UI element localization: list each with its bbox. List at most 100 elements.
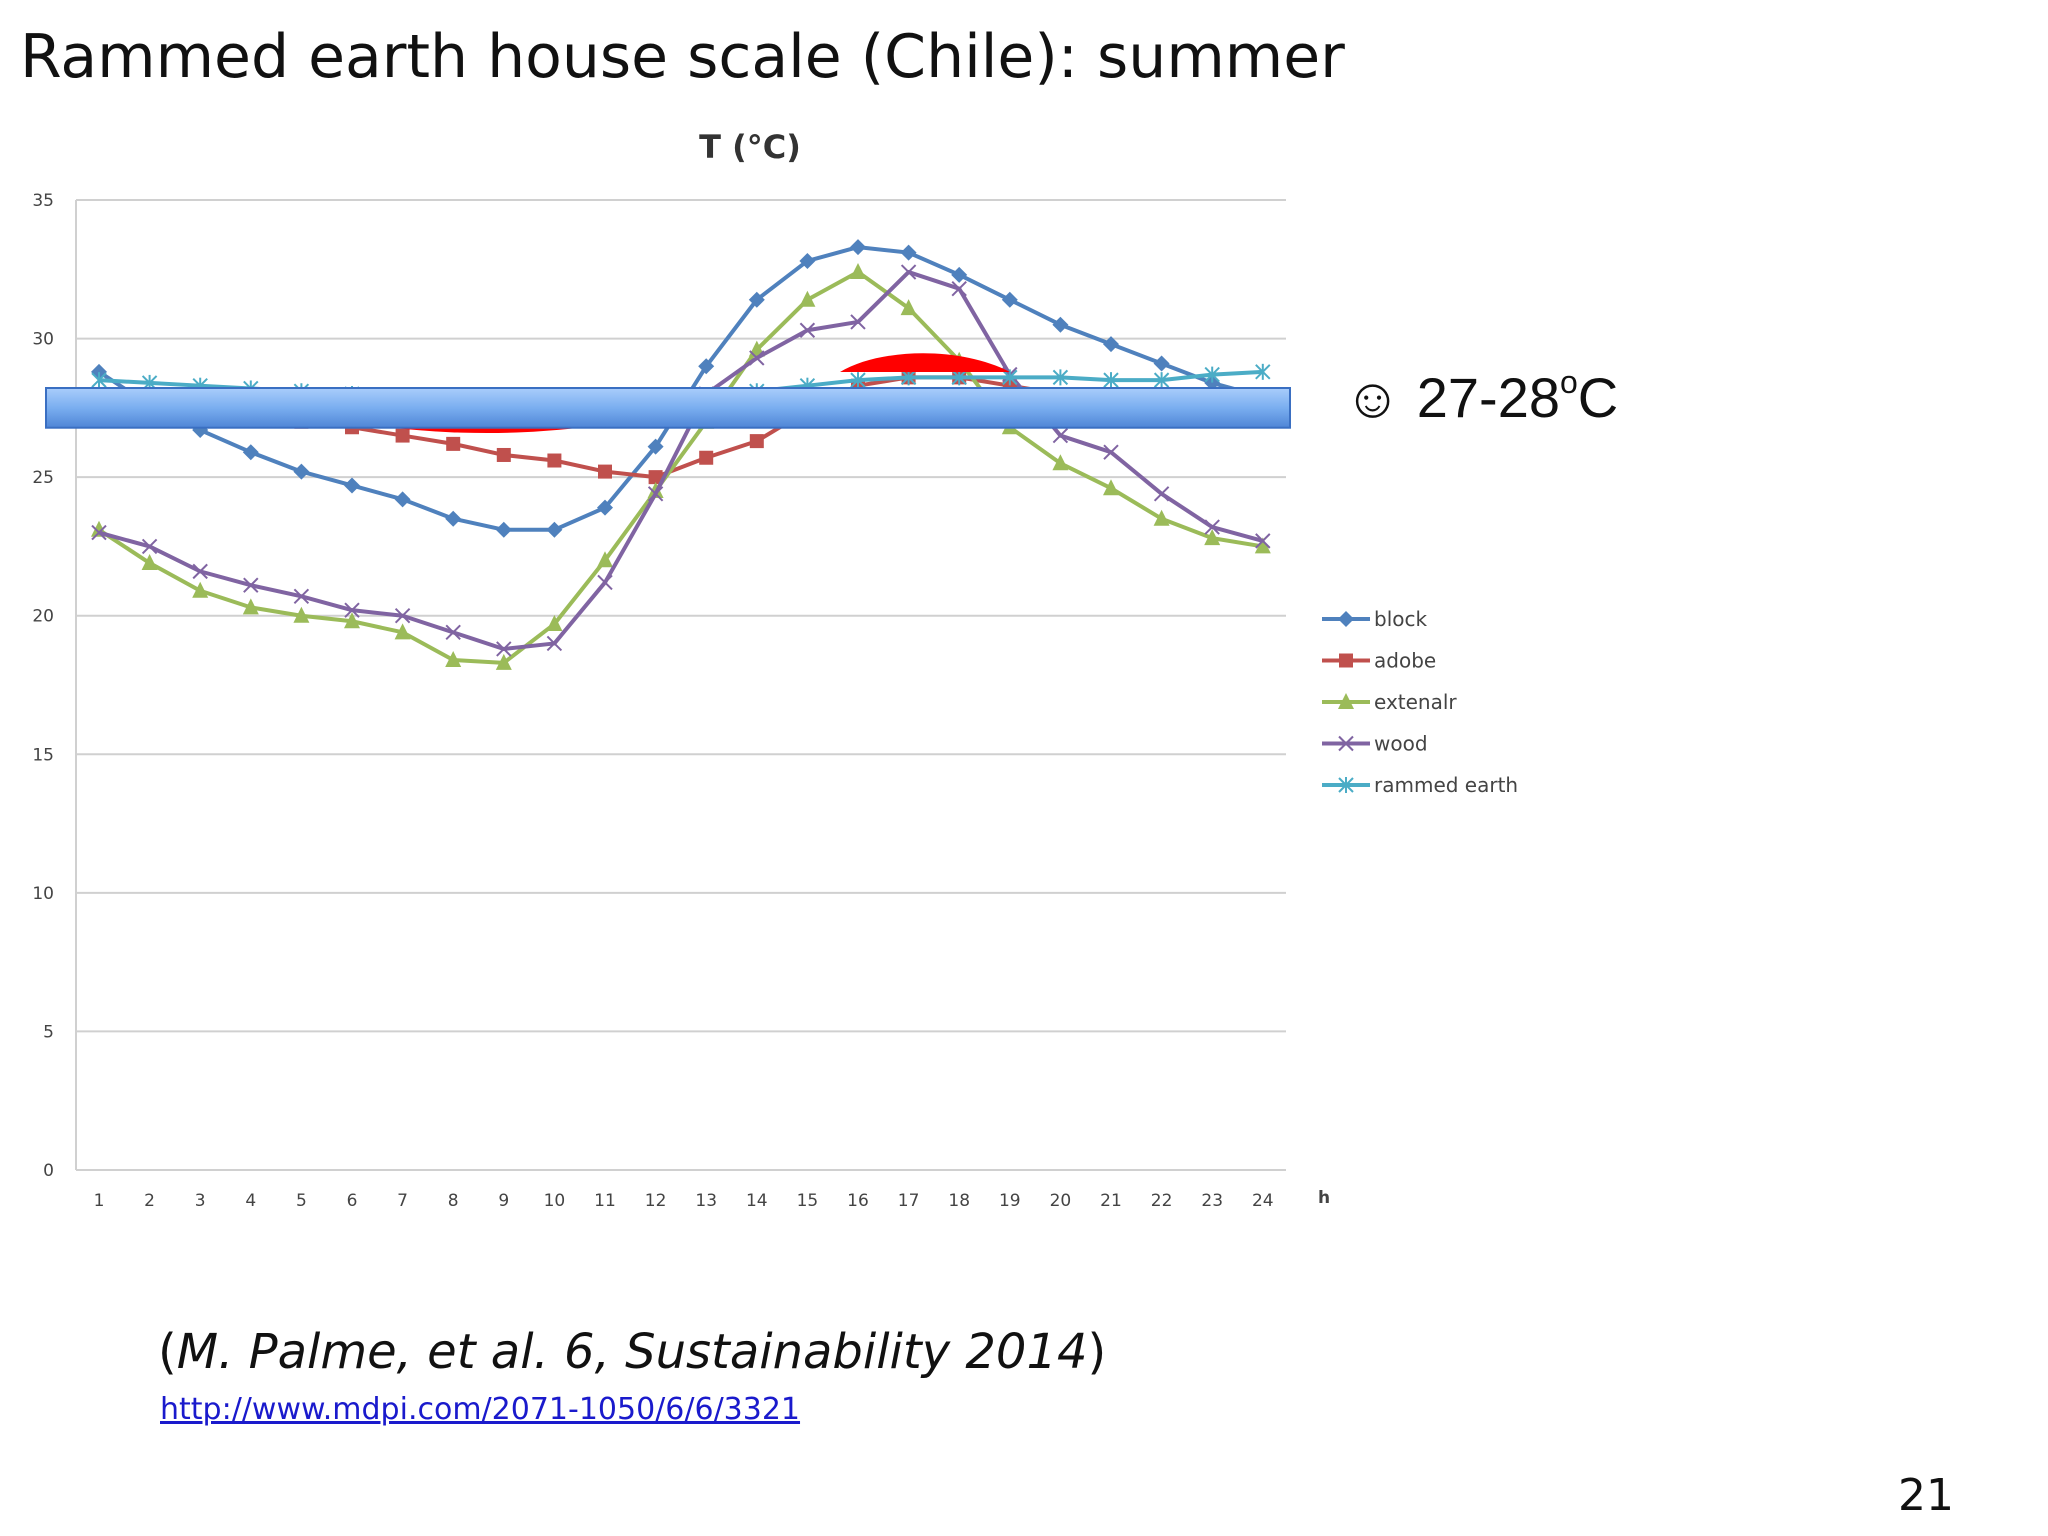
data-point-extenalr-9: [495, 653, 512, 670]
y-tick-label-20: 20: [32, 607, 54, 627]
data-point-extenalr-22: [1153, 509, 1170, 526]
data-point-wood-8: [445, 624, 461, 641]
x-tick-label-22: 22: [1151, 1191, 1173, 1211]
data-point-extenalr-5: [293, 606, 310, 623]
comfort-unit: C: [1577, 366, 1619, 429]
data-point-block-16: [850, 239, 866, 256]
data-point-wood-6: [344, 602, 360, 618]
x-tick-label-16: 16: [847, 1191, 869, 1211]
legend-label-block: block: [1374, 607, 1427, 631]
citation-link[interactable]: http://www.mdpi.com/2071-1050/6/6/3321: [160, 1392, 801, 1427]
data-point-rammed-earth-20: [1052, 369, 1069, 386]
red-highlight-right: [840, 353, 1010, 372]
data-point-wood-17: [900, 264, 917, 280]
series-line-wood: [98, 270, 1264, 651]
x-tick-label-1: 1: [94, 1191, 105, 1211]
legend-label-wood: wood: [1374, 732, 1428, 756]
data-point-adobe-12: [648, 470, 663, 485]
data-point-wood-14: [749, 350, 765, 366]
legend-marker-block: [1338, 611, 1354, 627]
data-point-rammed-earth-24: [1255, 363, 1271, 380]
legend-marker-rammed-earth: [1338, 777, 1354, 793]
data-point-rammed-earth-17: [900, 369, 917, 386]
data-point-wood-18: [951, 280, 967, 297]
data-point-wood-2: [141, 538, 158, 555]
legend-item-extenalr: extenalr: [1322, 690, 1457, 714]
legend-label-extenalr: extenalr: [1374, 690, 1457, 714]
x-tick-label-15: 15: [797, 1191, 819, 1211]
data-point-rammed-earth-22: [1153, 372, 1170, 389]
data-point-wood-21: [1103, 444, 1119, 460]
data-point-extenalr-15: [799, 290, 816, 307]
data-point-wood-24: [1255, 533, 1271, 549]
data-point-extenalr-2: [141, 554, 158, 571]
x-tick-label-13: 13: [695, 1191, 717, 1211]
data-point-extenalr-8: [445, 651, 462, 668]
data-point-rammed-earth-23: [1204, 366, 1220, 383]
data-point-block-4: [242, 444, 259, 461]
data-point-extenalr-21: [1103, 479, 1119, 496]
data-point-block-5: [293, 463, 310, 480]
y-tick-label-5: 5: [43, 1022, 54, 1042]
citation: (M. Palme, et al. 6, Sustainability 2014…: [158, 1320, 1106, 1384]
data-point-wood-15: [799, 322, 816, 338]
data-point-rammed-earth-1: [91, 372, 107, 389]
data-point-extenalr-20: [1052, 454, 1069, 471]
legend-marker-adobe: [1339, 653, 1353, 668]
data-point-adobe-8: [446, 436, 461, 451]
data-point-adobe-14: [749, 434, 764, 449]
x-tick-label-10: 10: [544, 1191, 566, 1211]
data-point-wood-1: [91, 524, 107, 541]
x-tick-label-19: 19: [999, 1191, 1021, 1211]
data-point-rammed-earth-18: [951, 369, 967, 386]
data-point-wood-22: [1153, 486, 1170, 502]
data-point-block-6: [344, 477, 360, 494]
smiley-icon: ☺: [1344, 366, 1402, 429]
x-tick-label-4: 4: [245, 1191, 256, 1211]
y-tick-label-15: 15: [32, 745, 54, 765]
x-tick-label-11: 11: [594, 1191, 616, 1211]
data-point-block-9: [495, 521, 512, 538]
data-point-extenalr-6: [344, 612, 360, 629]
data-point-adobe-11: [598, 464, 612, 479]
y-tick-label-35: 35: [32, 191, 54, 211]
legend-item-rammed-earth: rammed earth: [1322, 773, 1518, 797]
series-line-extenalr: [97, 270, 1264, 665]
data-point-block-13: [698, 358, 715, 375]
legend-label-rammed-earth: rammed earth: [1374, 773, 1518, 797]
x-tick-label-8: 8: [448, 1191, 459, 1211]
data-point-wood-7: [394, 608, 411, 624]
data-point-block-15: [799, 252, 816, 269]
legend-item-wood: wood: [1322, 732, 1428, 756]
data-point-extenalr-3: [192, 581, 209, 598]
data-point-wood-20: [1052, 427, 1069, 444]
data-point-block-7: [394, 491, 411, 508]
data-point-wood-23: [1204, 519, 1220, 535]
data-point-wood-9: [496, 641, 512, 657]
citation-open-paren: (: [158, 1324, 177, 1380]
x-tick-label-3: 3: [195, 1191, 206, 1211]
data-point-block-17: [900, 244, 917, 261]
data-point-adobe-13: [699, 450, 714, 465]
x-tick-label-6: 6: [347, 1191, 358, 1211]
comfort-range-label: ☺ 27-28oC: [1344, 364, 1618, 432]
data-point-wood-10: [546, 635, 563, 652]
data-point-block-22: [1153, 355, 1170, 372]
legend-item-adobe: adobe: [1322, 649, 1436, 673]
data-point-wood-4: [243, 577, 259, 593]
data-point-wood-16: [850, 314, 866, 330]
data-point-adobe-7: [395, 428, 410, 443]
x-tick-label-23: 23: [1201, 1191, 1223, 1211]
data-point-wood-3: [192, 563, 208, 580]
data-point-rammed-earth-16: [850, 372, 866, 389]
data-point-block-19: [1001, 291, 1018, 308]
x-tick-label-12: 12: [645, 1191, 667, 1211]
x-tick-label-20: 20: [1050, 1191, 1072, 1211]
data-point-wood-11: [597, 574, 613, 591]
data-point-extenalr-24: [1254, 537, 1271, 554]
x-tick-label-5: 5: [296, 1191, 307, 1211]
data-point-rammed-earth-21: [1103, 372, 1119, 389]
series-extenalr: [91, 263, 1271, 670]
y-tick-label-0: 0: [43, 1161, 54, 1181]
